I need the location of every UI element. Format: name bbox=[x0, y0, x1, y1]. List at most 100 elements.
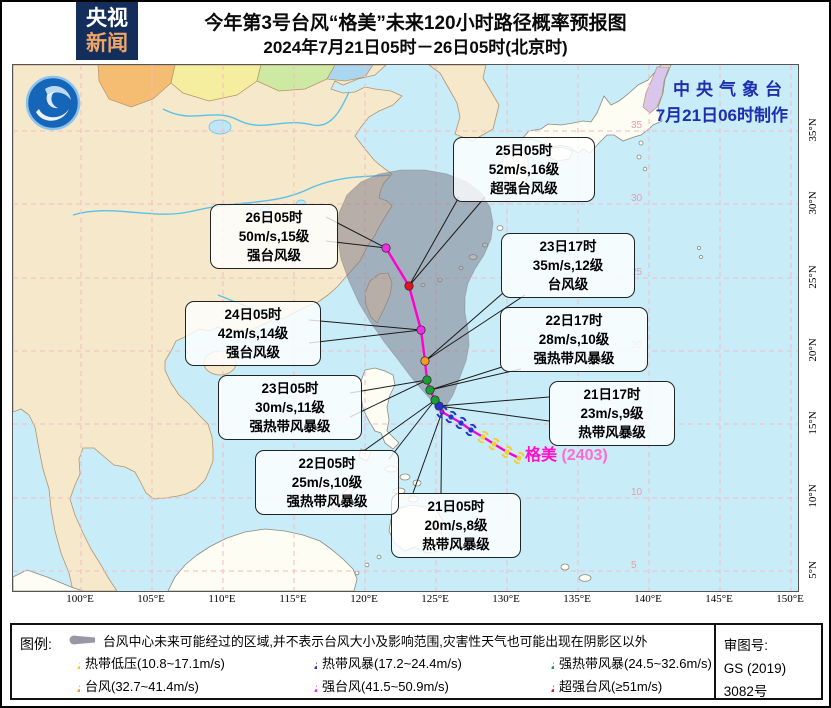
legend-cone-row: 台风中心未来可能经过的区域,并不表示台风大小及影响范围,灾害性天气也可能出现在阴… bbox=[68, 629, 712, 651]
lon-tick: 115°E bbox=[279, 593, 307, 605]
grid-label: 25 bbox=[631, 267, 643, 278]
callout-21d05h: 21日05时 20m/s,8级 热带风暴级 bbox=[391, 493, 521, 559]
legend-item-label: 强热带风暴(24.5~32.6m/s) bbox=[559, 655, 712, 671]
grid-label: 5 bbox=[631, 560, 637, 571]
lon-tick: 105°E bbox=[137, 593, 165, 605]
review-label: 审图号: bbox=[723, 638, 769, 653]
callout-time: 26日05时 bbox=[245, 210, 303, 225]
country-patch-blue bbox=[326, 65, 374, 82]
callout-wind: 23m/s,9级 bbox=[580, 406, 644, 422]
callout-time: 21日05时 bbox=[427, 499, 485, 514]
agency-issue-time: 7月21日06时制作 bbox=[655, 105, 788, 125]
page-title: 今年第3号台风“格美”未来120小时路径概率预报图 bbox=[204, 13, 627, 34]
forecast-track bbox=[381, 243, 444, 414]
callout-23d05h: 23日05时 30m/s,11级 强热带风暴级 bbox=[218, 375, 362, 441]
probability-cone bbox=[336, 169, 494, 412]
callout-level: 强热带风暴级 bbox=[249, 419, 331, 435]
callout-wind: 20m/s,8级 bbox=[424, 518, 488, 534]
callout-22d05h: 22日05时 25m/s,10级 强热带风暴级 bbox=[255, 450, 399, 516]
observed-track bbox=[436, 406, 525, 464]
callout-time: 24日05时 bbox=[224, 307, 282, 322]
callout-time: 21日17时 bbox=[583, 387, 641, 402]
callout-time: 22日17时 bbox=[545, 313, 603, 328]
callout-wind: 30m/s,11级 bbox=[255, 400, 325, 416]
logo-text-bottom: 新闻 bbox=[86, 32, 128, 55]
ssty-marker-icon bbox=[542, 679, 554, 692]
ts-marker-icon bbox=[305, 656, 317, 669]
callout-wind: 42m/s,14级 bbox=[217, 326, 289, 342]
callout-24d05h: 24日05时 42m/s,14级 强台风级 bbox=[185, 301, 321, 367]
lat-tick: 30°N bbox=[807, 191, 819, 215]
lon-tick: 120°E bbox=[350, 593, 378, 605]
legend-title: 图例: bbox=[20, 636, 52, 652]
storm-name-label: 格美 (2403) bbox=[525, 441, 608, 465]
korea-peninsula bbox=[428, 65, 500, 142]
sts-marker-icon bbox=[542, 656, 554, 669]
legend-item-label: 强台风(41.5~50.9m/s) bbox=[322, 678, 449, 694]
lat-tick: 10°N bbox=[807, 484, 819, 508]
cma-logo-icon bbox=[25, 75, 81, 131]
td-marker-icon bbox=[68, 656, 80, 669]
callout-level: 强热带风暴级 bbox=[533, 351, 615, 367]
lon-tick: 100°E bbox=[66, 593, 94, 605]
callout-wind: 52m/s,16级 bbox=[488, 162, 560, 178]
legend-item-label: 台风(32.7~41.4m/s) bbox=[85, 678, 199, 694]
legend-item-ssty: 超强台风(≥51m/s) bbox=[542, 674, 712, 696]
legend-items: 热带低压(10.8~17.1m/s) 热带风暴(17.2~24.4m/s) 强热… bbox=[68, 651, 712, 696]
agency-credit: 中央气象台 7月21日06时制作 bbox=[656, 77, 788, 128]
lon-tick: 150°E bbox=[776, 593, 804, 605]
callout-25d05h: 25日05时 52m/s,16级 超强台风级 bbox=[453, 137, 595, 203]
callout-22d17h: 22日17时 28m/s,10级 强热带风暴级 bbox=[500, 307, 648, 373]
lat-tick: 5°N bbox=[807, 561, 819, 579]
callout-level: 热带风暴级 bbox=[578, 425, 646, 441]
lon-tick: 110°E bbox=[208, 593, 236, 605]
cctv-news-logo: 央视 新闻 bbox=[76, 2, 138, 60]
storm-number: (2403) bbox=[561, 447, 608, 464]
halmahera-fragment bbox=[578, 574, 592, 582]
lon-tick: 125°E bbox=[421, 593, 449, 605]
map-review-number-box: 审图号: GS (2019) 3082号 bbox=[713, 625, 821, 699]
callout-wind: 35m/s,12级 bbox=[532, 258, 604, 274]
callout-time: 25日05时 bbox=[495, 143, 553, 158]
grid-label: 35 bbox=[631, 120, 643, 131]
logo-text-top: 央视 bbox=[86, 6, 128, 30]
sulawesi-fragment bbox=[560, 563, 570, 571]
page-subtitle: 2024年7月21日05时－26日05时(北京时) bbox=[263, 38, 568, 57]
lon-tick: 140°E bbox=[634, 593, 662, 605]
legend-item-ty: 台风(32.7~41.4m/s) bbox=[68, 674, 305, 696]
callout-level: 台风级 bbox=[547, 277, 589, 293]
legend-item-label: 超强台风(≥51m/s) bbox=[559, 678, 663, 694]
callout-level: 强台风级 bbox=[226, 345, 280, 361]
callout-level: 强台风级 bbox=[247, 248, 301, 264]
legend-item-td: 热带低压(10.8~17.1m/s) bbox=[68, 651, 305, 673]
callout-leaders bbox=[308, 196, 550, 494]
callout-time: 23日17时 bbox=[539, 239, 597, 254]
grid-label: 30 bbox=[631, 193, 643, 204]
review-number: GS (2019) 3082号 bbox=[723, 660, 787, 699]
callout-21d17h: 21日17时 23m/s,9级 热带风暴级 bbox=[549, 381, 675, 447]
lon-tick: 145°E bbox=[705, 593, 733, 605]
callout-time: 23日05时 bbox=[261, 381, 319, 396]
lon-tick: 130°E bbox=[492, 593, 520, 605]
sty-marker-icon bbox=[305, 679, 317, 692]
sumatra-island bbox=[13, 569, 84, 591]
map-panel: 35 30 25 20 15 10 5 bbox=[12, 64, 799, 592]
cone-icon bbox=[69, 635, 95, 645]
callout-wind: 25m/s,10级 bbox=[291, 475, 363, 491]
lat-tick: 25°N bbox=[807, 265, 819, 289]
grid-label: 10 bbox=[631, 487, 643, 498]
lat-tick: 20°N bbox=[807, 338, 819, 362]
lat-tick: 15°N bbox=[807, 411, 819, 435]
legend-cone-text: 台风中心未来可能经过的区域,并不表示台风大小及影响范围,灾害性天气也可能出现在阴… bbox=[103, 633, 648, 649]
legend-item-sts: 强热带风暴(24.5~32.6m/s) bbox=[542, 651, 712, 673]
storm-name: 格美 bbox=[525, 447, 558, 464]
callout-level: 热带风暴级 bbox=[422, 537, 490, 553]
callout-26d05h: 26日05时 50m/s,15级 强台风级 bbox=[210, 204, 338, 270]
callout-wind: 50m/s,15级 bbox=[238, 229, 310, 245]
legend-body: 图例: 台风中心未来可能经过的区域,并不表示台风大小及影响范围,灾害性天气也可能… bbox=[12, 625, 714, 698]
country-patch-green bbox=[256, 65, 336, 92]
legend: 图例: 台风中心未来可能经过的区域,并不表示台风大小及影响范围,灾害性天气也可能… bbox=[10, 623, 823, 700]
borneo-island bbox=[167, 528, 358, 591]
legend-item-label: 热带风暴(17.2~24.4m/s) bbox=[322, 655, 462, 671]
